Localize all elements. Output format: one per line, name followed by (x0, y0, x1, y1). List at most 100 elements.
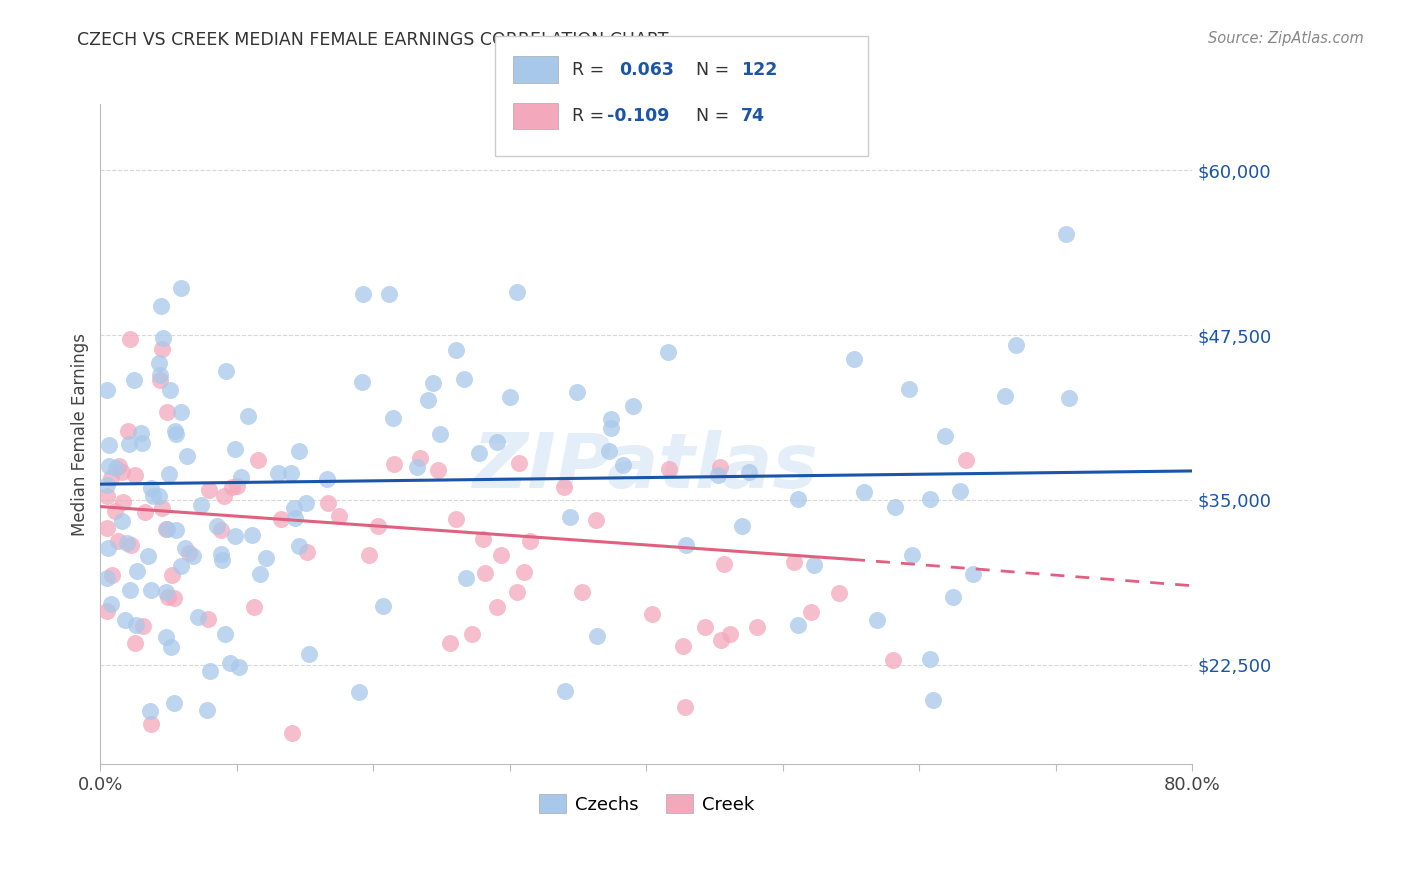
Point (439, 636, 461, 650)
Point (295, 545, 318, 559)
Point (352, 287, 374, 301)
Point (152, 331, 174, 345)
Text: -0.109: -0.109 (607, 107, 669, 125)
Point (456, 571, 478, 585)
Point (127, 564, 149, 578)
Point (96, 489, 118, 503)
Point (224, 442, 246, 456)
Point (157, 590, 180, 604)
Point (226, 479, 249, 493)
Point (197, 483, 219, 498)
Point (444, 511, 467, 525)
Point (165, 523, 187, 537)
Point (170, 405, 193, 419)
Point (381, 411, 404, 425)
Point (803, 558, 825, 572)
Point (229, 470, 252, 484)
Point (328, 509, 350, 524)
Point (163, 591, 186, 606)
Point (485, 599, 508, 614)
Point (187, 609, 209, 624)
Point (124, 636, 146, 650)
Point (745, 620, 768, 634)
Point (519, 534, 541, 549)
Point (221, 480, 243, 494)
Point (148, 489, 170, 503)
Point (560, 509, 582, 524)
Text: R =: R = (572, 107, 610, 125)
Point (114, 613, 136, 627)
Point (1005, 338, 1028, 352)
Point (382, 457, 405, 471)
Point (489, 548, 512, 562)
Point (270, 512, 292, 526)
Point (224, 529, 246, 543)
Point (97, 541, 120, 555)
Point (612, 458, 634, 472)
Point (267, 466, 290, 480)
Point (240, 528, 263, 542)
Point (246, 453, 269, 467)
Point (949, 483, 972, 498)
Point (100, 471, 122, 485)
Point (129, 426, 152, 441)
Point (693, 620, 716, 634)
Point (111, 495, 134, 509)
Text: 74: 74 (741, 107, 765, 125)
Point (132, 619, 155, 633)
Point (212, 489, 235, 503)
Point (197, 612, 219, 626)
Point (173, 541, 195, 556)
Point (409, 450, 432, 465)
Point (934, 428, 956, 442)
Point (150, 501, 173, 516)
Point (901, 548, 924, 562)
Point (675, 538, 697, 552)
Point (994, 389, 1017, 403)
Point (713, 557, 735, 571)
Y-axis label: Median Female Earnings: Median Female Earnings (72, 333, 89, 535)
Point (170, 281, 193, 295)
Point (506, 584, 529, 599)
Point (118, 437, 141, 451)
Point (124, 617, 146, 632)
Point (160, 640, 183, 655)
Point (228, 660, 250, 674)
Point (298, 647, 321, 661)
Point (942, 590, 965, 604)
Point (378, 287, 401, 301)
Point (107, 533, 129, 548)
Point (219, 656, 242, 670)
Point (842, 351, 865, 366)
Point (853, 484, 876, 499)
Text: ZIPatlas: ZIPatlas (474, 430, 820, 504)
Point (316, 496, 339, 510)
Point (162, 568, 184, 582)
Point (444, 343, 467, 358)
Point (104, 504, 127, 518)
Point (467, 445, 489, 459)
Point (288, 444, 311, 458)
Point (315, 472, 337, 486)
Point (254, 550, 277, 565)
Point (96, 478, 118, 492)
Point (118, 582, 141, 597)
Point (108, 458, 131, 473)
Point (155, 630, 177, 644)
Point (242, 599, 264, 614)
Point (134, 506, 156, 520)
Point (170, 559, 193, 574)
Point (884, 500, 907, 514)
Point (453, 372, 475, 386)
Text: R =: R = (572, 61, 610, 78)
Point (738, 465, 761, 479)
Point (150, 299, 173, 313)
Point (155, 522, 177, 536)
Point (367, 519, 389, 533)
Point (136, 549, 159, 563)
Point (918, 651, 941, 665)
Point (117, 424, 139, 438)
Point (149, 373, 172, 387)
Point (249, 566, 271, 581)
Point (215, 364, 238, 378)
